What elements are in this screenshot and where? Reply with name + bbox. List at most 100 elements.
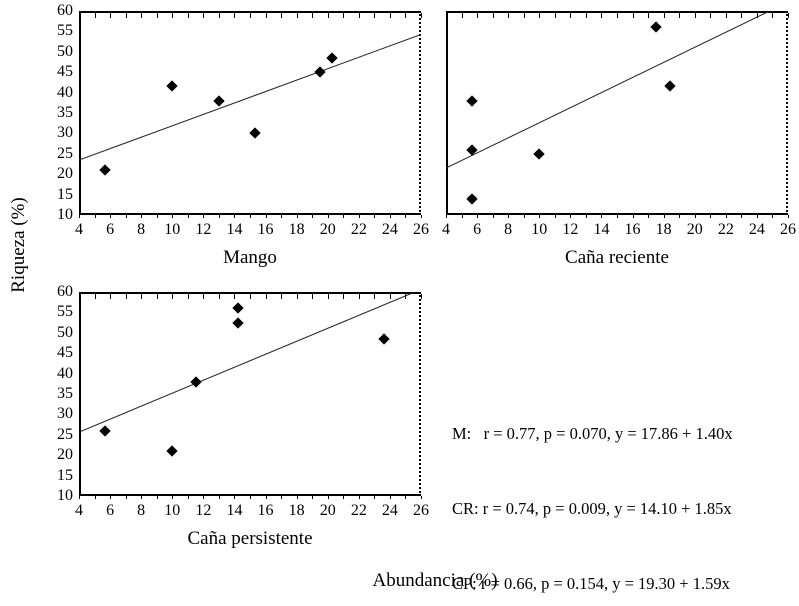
x-minor-tick [281,13,283,18]
y-tick-label: 20 [57,446,73,464]
y-tick-label: 35 [57,104,73,121]
x-minor-tick [296,13,298,18]
y-tick-label: 35 [57,385,73,402]
x-minor-tick [343,294,345,299]
y-axis-label: Riqueza (%) [8,197,29,293]
x-minor-tick [374,496,376,499]
x-tick-label: 18 [288,221,305,238]
x-tick-label: 14 [593,221,610,238]
x-minor-tick [234,294,236,299]
x-minor-tick [327,13,329,18]
x-minor-tick [508,13,510,18]
x-minor-tick [756,215,758,218]
x-minor-tick [94,294,96,299]
axis-top [79,292,421,294]
x-minor-tick [203,13,205,18]
x-minor-tick [405,13,407,18]
y-tick-label: 30 [57,124,73,142]
plot-title-cana-persistente: Caña persistente [187,528,313,549]
x-tick-label: 20 [319,221,336,238]
x-minor-tick [234,496,236,499]
x-minor-tick [358,13,360,18]
x-tick-label: 14 [226,502,243,519]
x-minor-tick [265,496,267,499]
x-minor-tick [156,294,158,299]
x-minor-tick [125,496,127,499]
x-minor-tick [312,215,314,218]
x-tick-label: 6 [106,221,115,238]
plot-title-mango: Mango [223,247,277,268]
x-tick-label: 10 [164,221,181,238]
x-tick-label: 16 [257,502,274,519]
x-tick-label: 6 [473,221,482,238]
x-minor-tick [296,294,298,299]
x-minor-tick [110,215,112,218]
y-tick-label: 40 [57,83,73,101]
x-minor-tick [172,294,174,299]
x-tick-label: 26 [413,502,429,519]
axis-left [79,292,81,496]
x-minor-tick [477,215,479,218]
x-minor-tick [772,13,774,18]
x-minor-tick [327,294,329,299]
x-minor-tick [203,215,205,218]
x-minor-tick [389,496,391,499]
x-minor-tick [523,215,525,218]
x-minor-tick [358,294,360,299]
x-minor-tick [141,496,143,499]
x-minor-tick [617,215,618,218]
x-minor-tick [601,13,603,18]
x-minor-tick [741,13,743,18]
x-minor-tick [141,13,143,18]
x-minor-tick [539,215,541,218]
x-minor-tick [710,215,712,218]
x-minor-tick [405,215,407,218]
axis-right-dotted [786,11,788,215]
x-minor-tick [156,496,158,499]
regression-line-layer [446,11,770,169]
x-minor-tick [312,13,314,18]
x-tick-label: 20 [686,221,703,238]
x-minor-tick [648,13,650,18]
x-tick-label: 16 [257,221,274,238]
x-minor-tick [358,215,360,218]
x-minor-tick [312,294,314,299]
x-minor-tick [327,215,329,218]
x-minor-tick [265,215,267,218]
x-minor-tick [296,496,298,499]
stats-line-cana-reciente: CR: r = 0.74, p = 0.009, y = 14.10 + 1.8… [452,499,732,518]
x-minor-tick [218,215,220,218]
y-tick-label: 10 [57,487,73,504]
x-minor-tick [281,215,283,218]
regression-line [79,292,415,433]
x-minor-tick [374,13,376,18]
x-minor-tick [172,215,174,218]
regression-line [79,33,421,161]
x-minor-tick [265,13,267,18]
x-minor-tick [172,13,174,18]
x-tick-label: 8 [137,502,146,519]
x-minor-tick [343,13,345,18]
x-minor-tick [187,294,189,299]
x-minor-tick [296,215,298,218]
x-minor-tick [94,13,96,18]
x-tick-label: 8 [504,221,513,238]
y-tick-label: 40 [57,364,73,382]
x-tick-label: 24 [748,221,765,238]
axis-right-dotted [419,11,421,215]
x-minor-tick [79,13,80,18]
regression-line-layer [79,292,415,433]
x-minor-tick [405,294,407,299]
y-tick-label: 25 [57,425,73,443]
y-tick-label: 45 [57,344,73,362]
x-minor-tick [218,13,220,18]
y-tick-label: 15 [57,185,73,203]
x-tick-label: 4 [75,221,83,238]
x-tick-label: 18 [655,221,672,238]
x-minor-tick [125,215,127,218]
x-minor-tick [94,496,96,499]
x-minor-tick [539,13,541,18]
x-minor-tick [187,215,189,218]
scatter-plot-cana-persistente: Caña persistente 4 6 8 10 12 14 16 18 20 22 24 26 10… [57,284,429,550]
